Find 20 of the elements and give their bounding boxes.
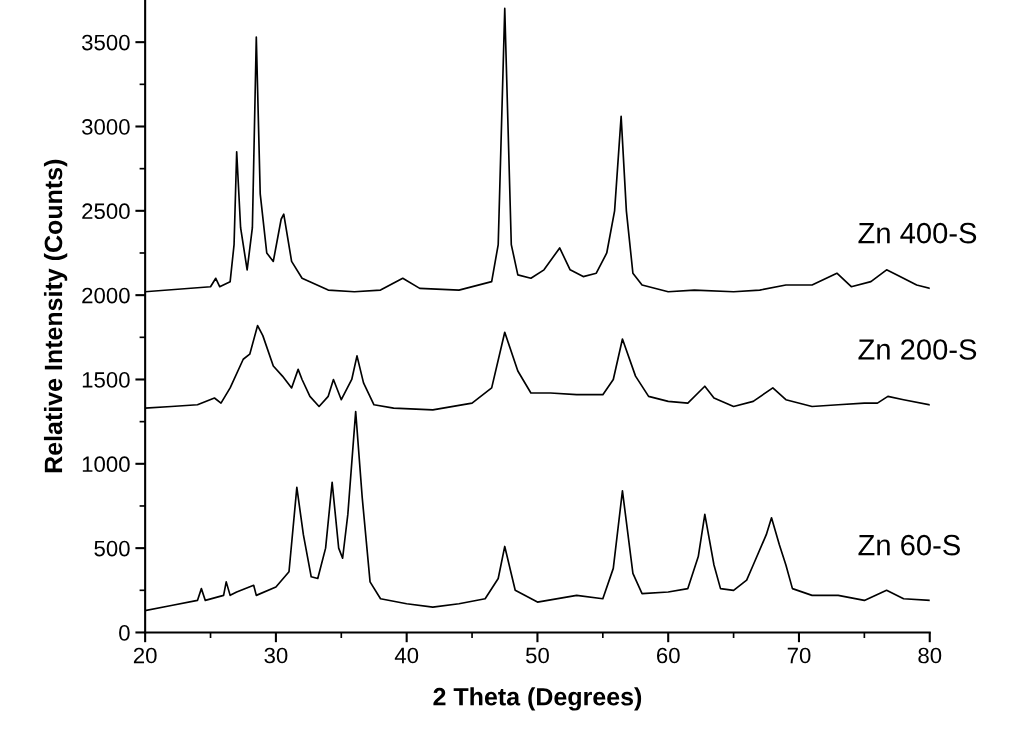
x-tick-label: 80	[918, 647, 942, 664]
y-tick-label: 0	[119, 625, 130, 641]
x-tick-label: 20	[133, 647, 157, 664]
y-tick-label: 2000	[82, 287, 130, 304]
x-tick-label: 70	[787, 647, 811, 664]
y-tick-label: 1500	[82, 372, 130, 388]
y-tick-label: 2500	[82, 203, 130, 220]
y-tick-label: 500	[94, 540, 130, 557]
series-label: Zn 400-S	[858, 222, 977, 244]
x-tick-label: 60	[656, 647, 680, 664]
x-tick-label: 40	[394, 647, 419, 664]
y-axis-title: Relative Intensity (Counts)	[43, 159, 68, 473]
y-tick-label: 3000	[81, 119, 130, 135]
x-tick-label: 30	[264, 647, 288, 664]
series-label: Zn 60-S	[858, 534, 960, 556]
y-tick-label: 1000	[82, 456, 130, 473]
x-axis-title: 2 Theta (Degrees)	[433, 687, 642, 711]
series-label: Zn 200-S	[858, 339, 977, 360]
y-tick-label: 3500	[81, 34, 130, 51]
x-tick-label: 50	[525, 647, 549, 664]
